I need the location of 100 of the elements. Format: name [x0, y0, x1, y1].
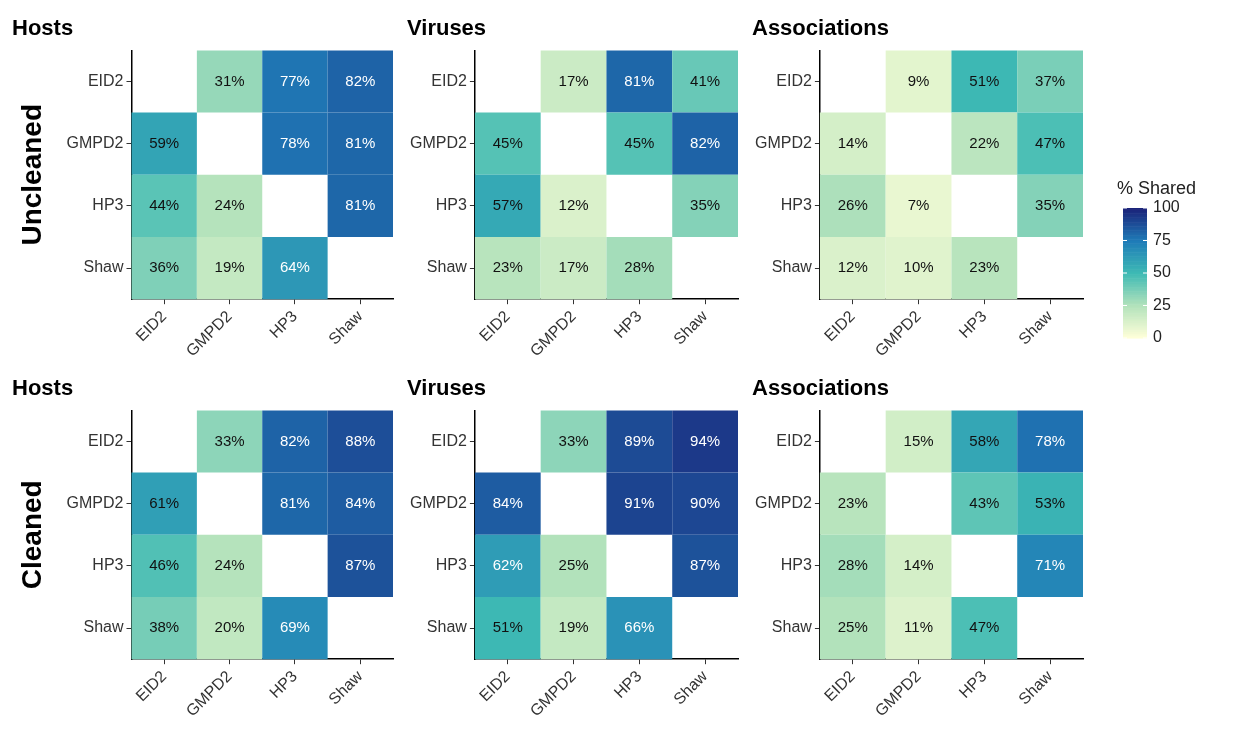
data-label: 23% — [837, 493, 868, 511]
data-label: 28% — [624, 258, 655, 276]
color-bar-label: 75 — [1153, 230, 1171, 248]
y-tick-label: HP3 — [780, 196, 812, 214]
data-label: 17% — [558, 258, 589, 276]
y-tick-label: Shaw — [83, 258, 124, 276]
data-label: 78% — [279, 133, 310, 151]
data-label: 33% — [214, 431, 245, 449]
data-label: 36% — [149, 258, 180, 276]
y-tick-label: HP3 — [435, 556, 467, 574]
data-label: 57% — [492, 196, 523, 214]
data-label: 45% — [624, 133, 655, 151]
data-label: 88% — [345, 431, 376, 449]
data-label: 71% — [1035, 556, 1066, 574]
data-label: 35% — [690, 196, 721, 214]
y-tick-label: Shaw — [426, 618, 468, 636]
data-label: 38% — [149, 618, 180, 636]
color-bar-title: % Shared — [1117, 177, 1197, 198]
data-label: 81% — [345, 196, 376, 214]
y-tick-label: EID2 — [776, 431, 812, 449]
data-label: 59% — [149, 133, 180, 151]
y-tick-label: Shaw — [771, 618, 813, 636]
color-bar-label: 100 — [1153, 198, 1180, 216]
y-axis-title: Cleaned — [15, 480, 47, 590]
y-tick-label: GMPD2 — [754, 494, 812, 512]
data-label: 46% — [149, 556, 180, 574]
y-tick-label: EID2 — [431, 71, 467, 89]
data-label: 87% — [345, 556, 376, 574]
data-label: 61% — [149, 493, 180, 511]
x-tick-label: HP3 — [266, 307, 301, 342]
data-label: 69% — [279, 618, 310, 636]
data-label: 37% — [1035, 71, 1066, 89]
data-label: 41% — [690, 71, 721, 89]
data-label: 23% — [492, 258, 523, 276]
data-label: 23% — [969, 258, 1000, 276]
data-label: 53% — [1035, 493, 1066, 511]
data-label: 9% — [907, 71, 930, 89]
data-label: 20% — [214, 618, 245, 636]
data-label: 17% — [558, 71, 589, 89]
data-label: 7% — [907, 196, 930, 214]
data-label: 24% — [214, 556, 245, 574]
chart-title: Viruses — [407, 375, 487, 401]
data-label: 81% — [279, 493, 310, 511]
x-tick-label: HP3 — [266, 667, 301, 702]
data-label: 82% — [345, 71, 376, 89]
data-label: 77% — [279, 71, 310, 89]
y-axis-title: Uncleaned — [15, 103, 47, 246]
data-label: 25% — [558, 556, 589, 574]
chart-title: Associations — [752, 375, 889, 401]
data-label: 51% — [492, 618, 523, 636]
y-tick-label: HP3 — [92, 556, 124, 574]
data-label: 14% — [903, 556, 934, 574]
data-label: 19% — [214, 258, 245, 276]
chart-title: Hosts — [12, 15, 74, 41]
y-tick-label: GMPD2 — [409, 134, 467, 152]
data-label: 81% — [345, 133, 376, 151]
data-label: 25% — [837, 618, 868, 636]
data-label: 81% — [624, 71, 655, 89]
data-label: 91% — [624, 493, 655, 511]
y-tick-label: Shaw — [426, 258, 468, 276]
data-label: 78% — [1035, 431, 1066, 449]
data-label: 19% — [558, 618, 589, 636]
data-label: 45% — [492, 133, 523, 151]
data-label: 94% — [690, 431, 721, 449]
data-label: 11% — [904, 618, 934, 636]
y-tick-label: EID2 — [431, 431, 467, 449]
data-label: 66% — [624, 618, 655, 636]
data-label: 84% — [345, 493, 376, 511]
data-label: 12% — [837, 258, 868, 276]
y-tick-label: EID2 — [87, 431, 124, 449]
data-label: 22% — [969, 133, 1000, 151]
y-tick-label: GMPD2 — [66, 134, 124, 152]
x-tick-label: HP3 — [610, 667, 645, 702]
chart-title: Hosts — [12, 375, 74, 401]
data-label: 31% — [214, 71, 245, 89]
x-tick-label: HP3 — [955, 307, 990, 342]
data-label: 14% — [837, 133, 868, 151]
y-tick-label: GMPD2 — [409, 494, 467, 512]
data-label: 15% — [903, 431, 934, 449]
data-label: 44% — [149, 196, 180, 214]
data-label: 12% — [558, 196, 589, 214]
chart-title: Viruses — [407, 15, 487, 41]
color-bar-label: 0 — [1153, 328, 1162, 346]
data-label: 87% — [690, 556, 721, 574]
color-bar-label: 25 — [1153, 295, 1171, 313]
data-label: 90% — [690, 493, 721, 511]
data-label: 64% — [279, 258, 310, 276]
data-label: 24% — [214, 196, 245, 214]
y-tick-label: HP3 — [780, 556, 812, 574]
data-label: 62% — [492, 556, 523, 574]
y-tick-label: HP3 — [435, 196, 467, 214]
y-tick-label: Shaw — [771, 258, 813, 276]
data-label: 47% — [1035, 133, 1066, 151]
data-label: 47% — [969, 618, 1000, 636]
data-label: 58% — [969, 431, 1000, 449]
data-label: 43% — [969, 493, 1000, 511]
y-tick-label: EID2 — [776, 71, 812, 89]
y-tick-label: HP3 — [92, 196, 124, 214]
data-label: 82% — [279, 431, 310, 449]
data-label: 84% — [492, 493, 523, 511]
